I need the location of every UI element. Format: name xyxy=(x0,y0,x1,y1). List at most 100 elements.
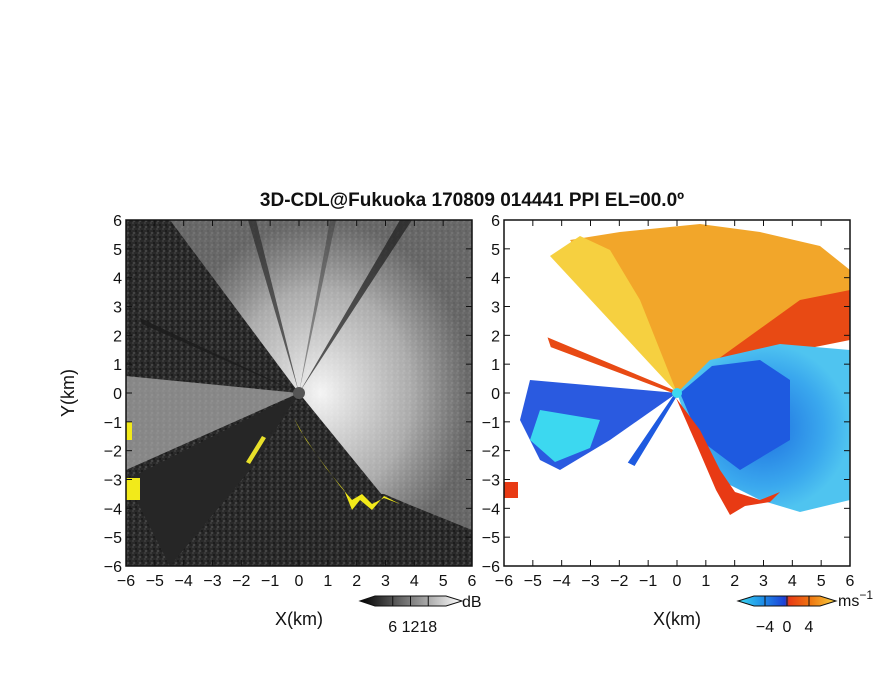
y-tick-label: 0 xyxy=(113,386,122,403)
y-tick-label: −3 xyxy=(482,473,500,490)
y-tick-label: −1 xyxy=(482,415,500,432)
y-tick-label: 4 xyxy=(113,271,122,288)
y-tick-label: −3 xyxy=(104,473,122,490)
x-tick-label: −4 xyxy=(553,573,571,590)
velocity-sector-north xyxy=(570,224,850,393)
intensity-image xyxy=(126,220,472,566)
colorbar-tick-label: −4 xyxy=(756,619,774,636)
colorbar-tick-label: 0 xyxy=(783,619,792,636)
intensity-sector-southwest xyxy=(126,393,299,566)
x-tick-label: −1 xyxy=(639,573,657,590)
velocity-colorbar-ticks: −4 0 4 xyxy=(756,596,814,636)
right-x-axis-label: X(km) xyxy=(653,609,701,629)
y-tick-label: −6 xyxy=(104,559,122,576)
velocity-sector-west-inner xyxy=(530,410,600,462)
x-tick-label: −5 xyxy=(524,573,542,590)
velocity-colorbar-unit: ms−1 xyxy=(838,588,873,610)
x-tick-label: 1 xyxy=(323,573,332,590)
velocity-sector-north-outer xyxy=(550,236,677,393)
y-tick-label: 2 xyxy=(113,328,122,345)
y-tick-label: −2 xyxy=(104,444,122,461)
chart-title: 3D-CDL@Fukuoka 170809 014441 PPI EL=00.0… xyxy=(260,190,684,211)
x-tick-label: 2 xyxy=(730,573,739,590)
left-x-axis-label: X(km) xyxy=(275,609,323,629)
y-tick-label: 0 xyxy=(491,386,500,403)
colorbar-tick-label: 6 xyxy=(388,619,397,636)
y-tick-label: 6 xyxy=(113,213,122,230)
velocity-unit-exp: −1 xyxy=(859,588,873,602)
colorbar-tick-label: 4 xyxy=(805,619,814,636)
clutter-yellow xyxy=(126,422,132,440)
y-tick-label: 3 xyxy=(113,300,122,317)
x-tick-label: −3 xyxy=(581,573,599,590)
y-tick-label: 3 xyxy=(491,300,500,317)
colorbar-tick-label: 18 xyxy=(419,619,437,636)
y-tick-label: 5 xyxy=(113,242,122,259)
intensity-streak xyxy=(248,220,299,393)
y-tick-label: −2 xyxy=(482,444,500,461)
right-panel: −6 −5 −4 −3 −2 −1 0 1 2 3 4 5 6 6 5 4 3 2 1 0 −1 −2 −3 −4 −5−6 … xyxy=(482,213,874,636)
y-tick-label: −4 xyxy=(482,501,500,518)
right-y-ticks: 6 5 4 3 2 1 0 −1 −2 −3 −4 −5 −6 xyxy=(482,213,850,576)
x-tick-label: 6 xyxy=(468,573,477,590)
x-tick-label: 0 xyxy=(295,573,304,590)
y-tick-label: −5 xyxy=(482,530,500,547)
x-tick-label: −3 xyxy=(203,573,221,590)
y-tick-label: 2 xyxy=(491,328,500,345)
x-tick-label: 4 xyxy=(410,573,419,590)
intensity-streak xyxy=(299,220,336,393)
right-x-ticks: −6 −5 −4 −3 −2 −1 0 1 2 3 4 5 6 xyxy=(495,220,855,590)
x-tick-label: −5 xyxy=(146,573,164,590)
colorbar-tick-label: 12 xyxy=(402,619,420,636)
intensity-sector-south xyxy=(180,408,472,566)
x-tick-label: 4 xyxy=(788,573,797,590)
x-tick-label: 3 xyxy=(381,573,390,590)
y-tick-label: 1 xyxy=(491,357,500,374)
x-tick-label: −2 xyxy=(610,573,628,590)
x-tick-label: 2 xyxy=(352,573,361,590)
velocity-edge-red xyxy=(676,398,780,515)
x-tick-label: 5 xyxy=(439,573,448,590)
y-tick-label: −4 xyxy=(104,501,122,518)
velocity-unit-base: ms xyxy=(838,593,859,610)
intensity-sector-west xyxy=(126,376,299,470)
x-tick-label: 5 xyxy=(817,573,826,590)
radar-site xyxy=(672,388,682,398)
x-tick-label: −4 xyxy=(175,573,193,590)
left-y-axis-label: Y(km) xyxy=(58,369,78,417)
y-tick-label: −1 xyxy=(104,415,122,432)
y-tick-label: −5 xyxy=(104,530,122,547)
intensity-streak xyxy=(140,318,299,393)
clutter-yellow xyxy=(246,436,266,464)
intensity-streak xyxy=(299,220,412,393)
x-tick-label: 3 xyxy=(759,573,768,590)
velocity-beam xyxy=(547,337,678,395)
x-tick-label: −2 xyxy=(232,573,250,590)
left-panel: −6 −5 −4 −3 −2 −1 0 1 2 3 4 5 6 6543210−1−2−3−4−5−6 … xyxy=(58,213,482,636)
x-tick-label: −1 xyxy=(261,573,279,590)
left-y-ticks: 6 5 4 3 2 1 0 −1 −2 −3 −4 −5 −6 xyxy=(104,213,472,576)
x-tick-label: −6 xyxy=(495,573,513,590)
intensity-colorbar-ticks: 6 12 18 xyxy=(388,596,437,636)
y-tick-label: 4 xyxy=(491,271,500,288)
velocity-image xyxy=(504,220,850,566)
x-tick-label: 0 xyxy=(673,573,682,590)
intensity-colorbar: dB 6 12 18 xyxy=(358,594,482,636)
y-tick-label: 5 xyxy=(491,242,500,259)
y-tick-label: 1 xyxy=(113,357,122,374)
velocity-beam xyxy=(627,392,679,466)
left-x-ticks: −6 −5 −4 −3 −2 −1 0 1 2 3 4 5 6 xyxy=(117,220,477,590)
y-tick-label: −6 xyxy=(482,559,500,576)
x-tick-label: 1 xyxy=(701,573,710,590)
clutter-yellow xyxy=(126,478,140,500)
x-tick-label: −6 xyxy=(117,573,135,590)
velocity-sector-east-inner xyxy=(680,360,790,470)
radar-site xyxy=(293,387,305,399)
intensity-sector-main xyxy=(170,220,472,566)
y-tick-label: 6 xyxy=(491,213,500,230)
x-tick-label: 6 xyxy=(846,573,855,590)
velocity-patch xyxy=(504,482,518,498)
velocity-colorbar: ms−1 −4 0 4 xyxy=(736,588,873,636)
intensity-colorbar-unit: dB xyxy=(462,594,482,611)
